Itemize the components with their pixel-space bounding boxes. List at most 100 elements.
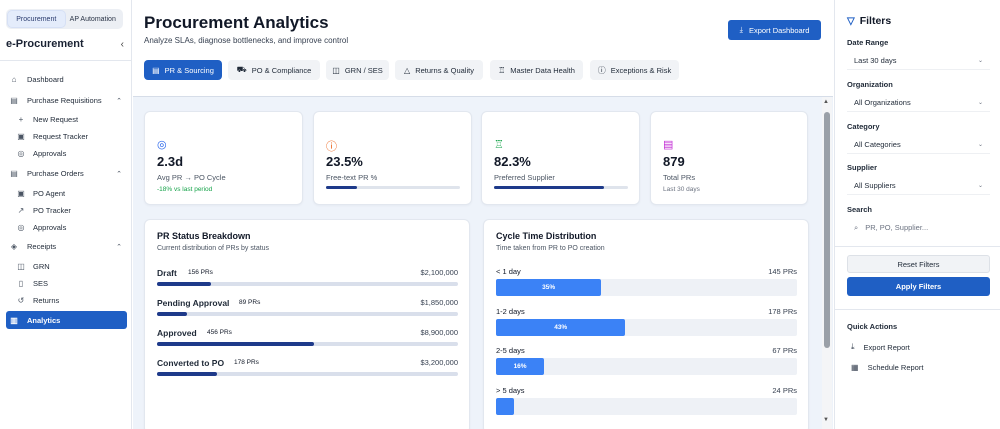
status-track <box>157 312 458 316</box>
plus-icon: + <box>18 115 24 124</box>
status-track <box>157 342 458 346</box>
cycle-count: 24 PRs <box>772 386 797 395</box>
reset-filters-button[interactable]: Reset Filters <box>847 255 990 273</box>
status-name: Approved <box>157 328 197 338</box>
sidebar-item-label: Request Tracker <box>33 132 89 141</box>
sidebar-item-purchase-requisitions[interactable]: ▤ Purchase Requisitions ⌃ <box>6 92 127 109</box>
status-track <box>157 372 458 376</box>
trend-icon: ↗ <box>17 206 25 215</box>
sidebar-item-po-agent[interactable]: ▣ PO Agent <box>6 185 127 202</box>
cycle-fill: 43% <box>496 319 626 336</box>
sidebar-item-receipts[interactable]: ◈ Receipts ⌃ <box>6 238 127 255</box>
award-icon: ♖ <box>498 65 506 75</box>
kpi-value: 879 <box>663 154 685 169</box>
panel-title: PR Status Breakdown <box>157 231 251 241</box>
sidebar-item-pr-approvals[interactable]: ◎ Approvals <box>6 145 127 162</box>
status-row-approved: Approved 456 PRs $8,900,000 <box>157 328 458 354</box>
kpi-value: 23.5% <box>326 154 363 169</box>
tab-returns-quality[interactable]: △ Returns & Quality <box>395 60 483 80</box>
tab-label: PO & Compliance <box>251 65 312 75</box>
panel-title: Cycle Time Distribution <box>496 231 597 241</box>
export-report-action[interactable]: ⤓ Export Report <box>851 342 910 352</box>
status-count: 456 PRs <box>207 329 232 336</box>
status-track <box>157 282 458 286</box>
sidebar-item-label: Purchase Orders <box>27 169 84 178</box>
document-icon: ▤ <box>152 65 160 75</box>
tab-master-data-health[interactable]: ♖ Master Data Health <box>490 60 583 80</box>
download-icon: ⤓ <box>739 25 743 34</box>
export-dashboard-button[interactable]: ⤓ Export Dashboard <box>728 20 821 40</box>
sidebar-item-returns[interactable]: ↺ Returns <box>6 292 127 309</box>
schedule-report-action[interactable]: ▦ Schedule Report <box>851 363 923 372</box>
status-fill <box>157 312 188 316</box>
clipboard-icon: ▣ <box>17 132 25 141</box>
supplier-value: All Suppliers <box>854 180 896 190</box>
export-dashboard-label: Export Dashboard <box>748 25 810 35</box>
date-range-select[interactable]: Last 30 days ⌄ <box>847 51 990 70</box>
sidebar-item-label: Approvals <box>33 149 67 158</box>
scroll-up-icon[interactable]: ▲ <box>823 99 829 105</box>
switch-procurement[interactable]: Procurement <box>8 11 65 27</box>
kpi-value: 82.3% <box>494 154 531 169</box>
cart-icon: ⛟ <box>236 65 247 74</box>
scrollbar-thumb[interactable] <box>824 112 830 348</box>
filters-title: ▽ Filters <box>847 15 891 27</box>
cycle-bucket: < 1 day <box>496 267 521 276</box>
sidebar-item-label: Dashboard <box>27 75 64 84</box>
chevron-left-icon[interactable]: ‹ <box>120 38 124 50</box>
panel-subtitle: Time taken from PR to PO creation <box>496 245 605 252</box>
sidebar-item-label: Receipts <box>27 242 57 251</box>
chevron-up-icon: ⌃ <box>116 170 122 178</box>
status-fill <box>157 282 212 286</box>
cycle-bucket: 2-5 days <box>496 346 525 355</box>
status-count: 89 PRs <box>239 299 261 306</box>
supplier-select[interactable]: All Suppliers ⌄ <box>847 176 990 195</box>
kpi-progress-bar <box>494 186 628 189</box>
status-row-draft: Draft 156 PRs $2,100,000 <box>157 268 458 294</box>
category-select[interactable]: All Categories ⌄ <box>847 135 990 154</box>
tab-label: Master Data Health <box>510 65 575 75</box>
tab-pr-sourcing[interactable]: ▤ PR & Sourcing <box>144 60 222 80</box>
sidebar-item-label: SES <box>33 279 49 288</box>
file-icon: ▤ <box>663 139 674 151</box>
brand-title: e-Procurement <box>6 38 84 50</box>
sidebar-item-new-request[interactable]: + New Request <box>6 111 127 128</box>
supplier-label: Supplier <box>847 163 878 172</box>
cycle-row-lt-1-day: < 1 day 145 PRs 35% <box>496 267 797 305</box>
return-icon: ↺ <box>17 296 25 305</box>
search-input[interactable]: ⌕ PR, PO, Supplier... <box>847 218 990 237</box>
status-amount: $1,850,000 <box>420 298 458 307</box>
scroll-down-icon[interactable]: ▼ <box>823 417 829 423</box>
sidebar-item-grn[interactable]: ◫ GRN <box>6 258 127 275</box>
sidebar-item-request-tracker[interactable]: ▣ Request Tracker <box>6 128 127 145</box>
tab-exceptions-risk[interactable]: ⓘ Exceptions & Risk <box>590 60 679 80</box>
apply-filters-button[interactable]: Apply Filters <box>847 277 990 296</box>
chevron-down-icon: ⌄ <box>977 141 983 148</box>
status-fill <box>157 372 218 376</box>
tab-po-compliance[interactable]: ⛟ PO & Compliance <box>228 60 320 80</box>
cycle-row-gt-5-days: > 5 days 24 PRs <box>496 386 797 424</box>
switch-ap-automation[interactable]: AP Automation <box>69 15 116 23</box>
kpi-label: Free-text PR % <box>326 173 378 182</box>
sidebar-item-po-tracker[interactable]: ↗ PO Tracker <box>6 202 127 219</box>
divider <box>835 246 1000 247</box>
chevron-down-icon: ⌄ <box>977 57 983 64</box>
file-icon: ▯ <box>18 279 24 288</box>
sidebar: Procurement AP Automation e-Procurement … <box>0 0 132 429</box>
kpi-card-total-prs: ▤ 879 Total PRs Last 30 days <box>650 111 808 205</box>
kpi-label: Avg PR → PO Cycle <box>157 173 226 182</box>
sidebar-item-label: New Request <box>33 115 79 124</box>
divider <box>0 60 131 61</box>
sidebar-item-po-approvals[interactable]: ◎ Approvals <box>6 219 127 236</box>
sidebar-item-analytics[interactable]: ▥ Analytics <box>6 311 127 329</box>
cycle-fill <box>496 398 515 415</box>
organization-select[interactable]: All Organizations ⌄ <box>847 93 990 112</box>
cycle-fill: 35% <box>496 279 602 296</box>
kpi-progress-fill <box>494 186 605 189</box>
sidebar-item-purchase-orders[interactable]: ▤ Purchase Orders ⌃ <box>6 165 127 182</box>
sidebar-item-dashboard[interactable]: ⌂ Dashboard <box>6 71 127 88</box>
sidebar-item-ses[interactable]: ▯ SES <box>6 275 127 292</box>
award-icon: ♖ <box>494 139 504 151</box>
status-count: 178 PRs <box>234 359 259 366</box>
tab-grn-ses[interactable]: ◫ GRN / SES <box>326 60 389 80</box>
